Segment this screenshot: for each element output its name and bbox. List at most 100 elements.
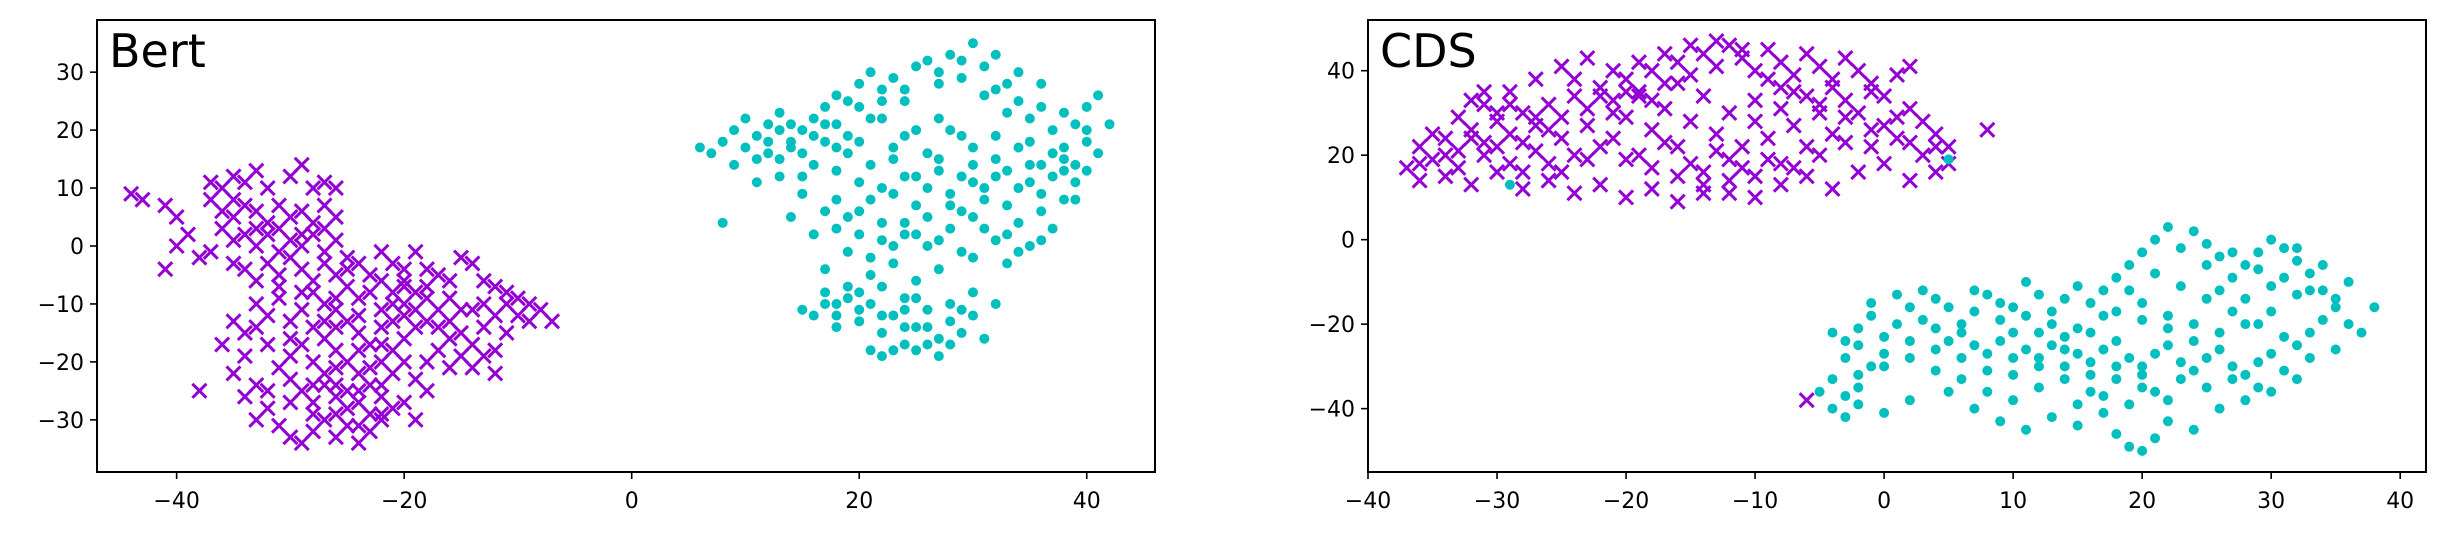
bert-dot-marker-point — [899, 339, 910, 350]
cds-x-marker-point — [1617, 151, 1635, 168]
bert-x-marker-point — [373, 336, 390, 353]
bert-dot-marker-point — [1036, 159, 1047, 170]
bert-dot-marker-point — [1002, 258, 1013, 269]
cds-dot-marker-point — [2072, 281, 2083, 292]
cds-dot-marker-point — [2021, 310, 2032, 321]
cds-dot-marker-point — [2111, 306, 2122, 317]
bert-x-marker-point — [430, 319, 447, 336]
bert-x-marker-point — [339, 261, 356, 278]
cds-x-marker-point — [1450, 109, 1467, 126]
bert-dot-marker-point — [1036, 235, 1047, 246]
cds-dot-marker-point — [2059, 344, 2070, 355]
cds-dot-marker-point — [2098, 407, 2109, 418]
bert-dot-marker-point — [808, 310, 819, 321]
cds-x-marker-point — [1734, 159, 1751, 176]
cds-x-marker-point — [1540, 155, 1557, 172]
bert-x-marker-point — [259, 226, 276, 243]
bert-dot-marker-point — [808, 130, 819, 141]
cds-dot-marker-point — [2098, 310, 2109, 321]
cds-x-marker-point — [1759, 151, 1777, 168]
cds-dot-marker-point — [2150, 348, 2161, 359]
cds-dot-marker-point — [1892, 289, 1902, 300]
cds-y-tick-label: −20 — [1309, 313, 1355, 338]
cds-dot-marker-point — [2111, 272, 2122, 283]
cds-x-marker-point — [1927, 125, 1944, 143]
bert-y-tick-label: −20 — [38, 351, 84, 376]
cds-x-marker-point — [1837, 92, 1854, 109]
bert-dot-marker-point — [979, 61, 990, 72]
cds-x-marker-point — [1721, 185, 1738, 202]
cds-x-marker-point — [1643, 62, 1660, 79]
bert-dot-marker-point — [717, 217, 728, 228]
bert-dot-marker-point — [1002, 165, 1013, 176]
cds-dot-marker-point — [1943, 154, 1954, 165]
cds-dot-marker-point — [2150, 234, 2161, 245]
bert-x-marker-point — [225, 168, 242, 185]
bert-dot-marker-point — [945, 125, 956, 136]
bert-dot-marker-point — [979, 223, 990, 234]
cds-x-marker-point — [1617, 109, 1635, 126]
bert-x-marker-point — [464, 359, 481, 376]
cds-x-marker-point — [1656, 134, 1673, 151]
cds-dot-marker-point — [2253, 357, 2264, 368]
cds-x-marker-point — [1759, 41, 1777, 58]
cds-x-marker-point — [1721, 151, 1738, 168]
cds-dot-marker-point — [2201, 352, 2212, 363]
cds-x-marker-point — [1630, 147, 1648, 164]
bert-dot-marker-point — [774, 154, 785, 165]
cds-y-tick-label: −40 — [1309, 398, 1355, 423]
cds-x-marker-point — [1643, 159, 1660, 176]
bert-dot-marker-point — [979, 183, 990, 194]
cds-x-tick-label: 20 — [2128, 489, 2156, 514]
bert-dot-marker-point — [956, 55, 967, 66]
bert-dot-marker-point — [831, 142, 842, 153]
cds-dot-marker-point — [1956, 327, 1967, 338]
cds-x-marker-point — [1579, 100, 1596, 117]
bert-x-marker-point — [134, 191, 151, 208]
bert-x-marker-point — [384, 255, 401, 272]
bert-dot-marker-point — [899, 304, 910, 315]
cds-dot-marker-point — [2214, 344, 2225, 355]
cds-dot-marker-point — [1879, 348, 1890, 359]
cds-x-marker-point — [1901, 100, 1918, 117]
cds-dot-marker-point — [2291, 340, 2302, 351]
cds-y-tick-label: 20 — [1327, 144, 1355, 169]
bert-dot-marker-point — [956, 304, 967, 315]
bert-dot-marker-point — [820, 298, 831, 309]
cds-dot-marker-point — [2008, 395, 2019, 406]
bert-dot-marker-point — [785, 212, 796, 223]
bert-dot-marker-point — [774, 125, 785, 136]
bert-dot-marker-point — [842, 212, 853, 223]
cds-x-marker-point — [1759, 130, 1777, 147]
cds-dot-marker-point — [2008, 327, 2019, 338]
cds-x-marker-point — [1863, 121, 1880, 138]
cds-x-marker-point — [1798, 138, 1815, 155]
bert-dot-marker-point — [922, 55, 933, 66]
cds-x-marker-point — [1798, 45, 1815, 62]
bert-dot-marker-point — [933, 235, 944, 246]
cds-dot-marker-point — [2240, 260, 2251, 271]
cds-x-marker-point — [1708, 142, 1725, 160]
cds-dot-marker-point — [2214, 251, 2225, 262]
cds-x-marker-point — [1527, 142, 1544, 160]
cds-dot-marker-point — [1840, 390, 1851, 401]
cds-dot-marker-point — [2253, 319, 2264, 330]
bert-x-marker-point — [509, 307, 526, 324]
bert-dot-marker-point — [933, 333, 944, 344]
bert-y-tick-label: −10 — [38, 293, 84, 318]
cds-dot-marker-point — [1904, 352, 1915, 363]
bert-dot-marker-point — [1093, 148, 1104, 159]
cds-dot-marker-point — [1982, 386, 1993, 397]
bert-dot-marker-point — [1002, 78, 1013, 89]
cds-x-marker-point — [1501, 155, 1518, 172]
cds-x-marker-point — [1501, 125, 1518, 143]
bert-dot-marker-point — [911, 345, 922, 356]
cds-x-marker-point — [1772, 100, 1789, 117]
bert-dot-marker-point — [1013, 246, 1024, 257]
cds-x-marker-point — [1592, 87, 1609, 105]
cds-dot-marker-point — [2279, 365, 2290, 376]
cds-x-tick-label: −10 — [1732, 489, 1778, 514]
cds-x-marker-point — [1514, 180, 1531, 198]
bert-dot-marker-point — [797, 304, 808, 315]
cds-dot-marker-point — [2085, 298, 2096, 309]
